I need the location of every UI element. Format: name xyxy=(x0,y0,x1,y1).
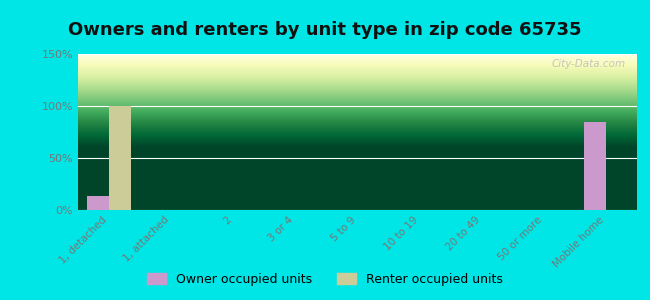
Bar xyxy=(584,122,606,210)
Legend: Owner occupied units, Renter occupied units: Owner occupied units, Renter occupied un… xyxy=(142,268,508,291)
Text: City-Data.com: City-Data.com xyxy=(552,59,626,69)
Text: Owners and renters by unit type in zip code 65735: Owners and renters by unit type in zip c… xyxy=(68,21,582,39)
Bar xyxy=(109,106,131,210)
Bar xyxy=(87,196,109,210)
